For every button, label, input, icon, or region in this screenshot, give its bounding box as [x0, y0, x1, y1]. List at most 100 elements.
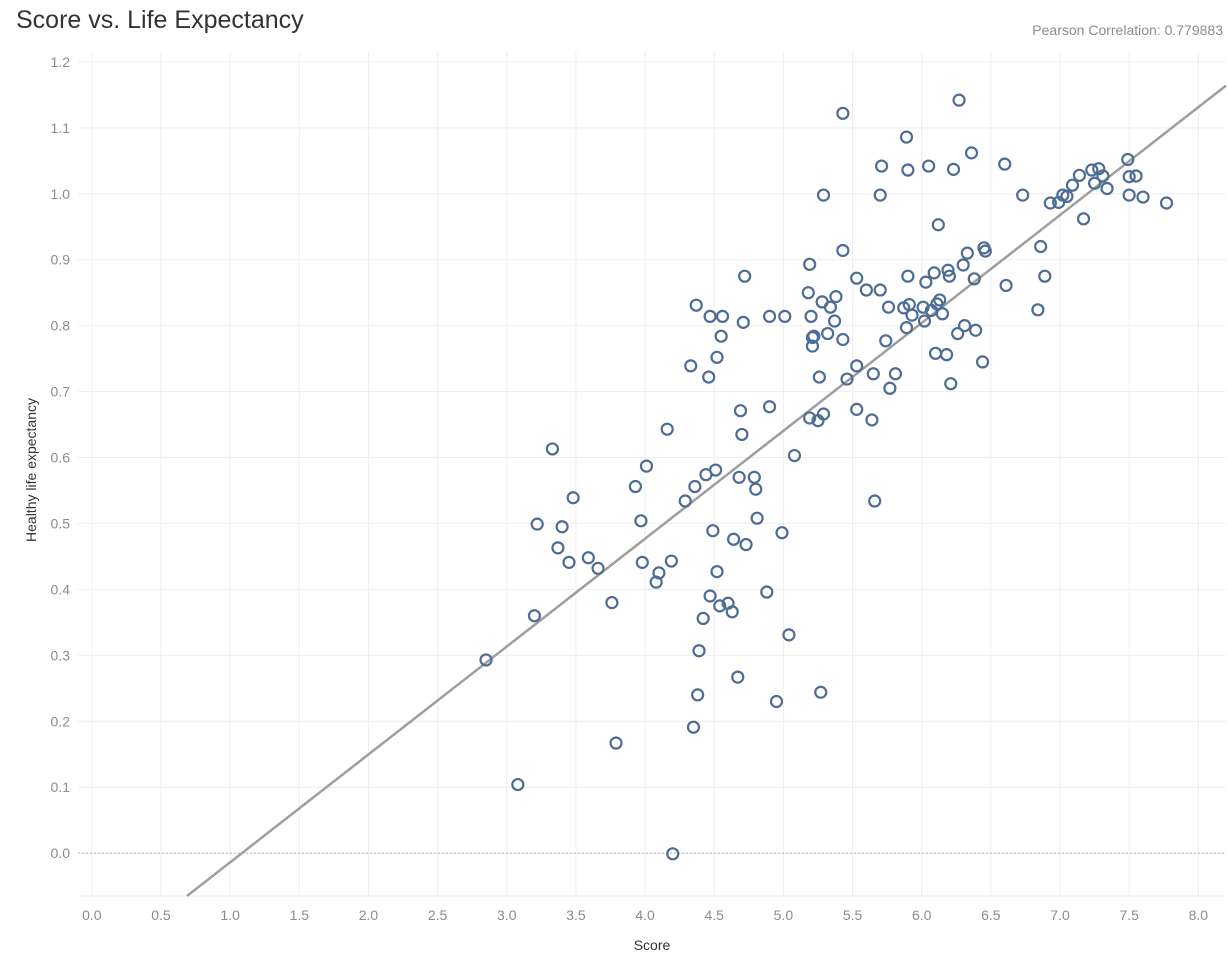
data-point-130[interactable]: [978, 244, 992, 258]
data-point-29[interactable]: [696, 611, 710, 626]
data-point-149[interactable]: [1121, 152, 1135, 167]
data-point-103[interactable]: [905, 308, 919, 322]
data-point-88[interactable]: [866, 367, 880, 381]
data-point-124[interactable]: [960, 246, 974, 260]
data-point-81[interactable]: [836, 106, 850, 120]
data-point-153[interactable]: [1136, 190, 1150, 204]
data-point-21[interactable]: [666, 847, 680, 861]
data-point-80[interactable]: [836, 332, 850, 347]
data-point-51[interactable]: [747, 470, 761, 484]
data-point-125[interactable]: [964, 146, 979, 160]
data-point-56[interactable]: [762, 309, 777, 324]
data-point-23[interactable]: [684, 359, 698, 373]
data-point-141[interactable]: [1065, 178, 1080, 192]
data-point-112[interactable]: [931, 218, 945, 232]
data-point-100[interactable]: [901, 269, 915, 283]
data-point-96[interactable]: [888, 367, 903, 381]
data-point-144[interactable]: [1085, 163, 1099, 177]
data-point-143[interactable]: [1076, 212, 1091, 226]
data-point-105[interactable]: [917, 314, 932, 328]
data-point-7[interactable]: [562, 555, 576, 569]
data-point-6[interactable]: [555, 520, 569, 534]
data-point-61[interactable]: [787, 448, 802, 463]
data-point-59[interactable]: [778, 309, 792, 324]
data-point-18[interactable]: [652, 566, 666, 580]
data-point-92[interactable]: [874, 159, 889, 173]
data-point-131[interactable]: [998, 157, 1012, 171]
data-point-60[interactable]: [782, 628, 796, 642]
data-point-44[interactable]: [731, 670, 745, 684]
data-point-62[interactable]: [801, 286, 815, 300]
data-point-24[interactable]: [686, 720, 701, 734]
data-point-140[interactable]: [1060, 189, 1074, 204]
data-point-58[interactable]: [775, 526, 789, 540]
data-point-4[interactable]: [545, 442, 560, 456]
data-point-31[interactable]: [702, 370, 716, 384]
data-point-89[interactable]: [868, 494, 882, 508]
data-point-5[interactable]: [551, 541, 565, 555]
data-point-83[interactable]: [850, 359, 864, 373]
data-point-39[interactable]: [714, 329, 728, 343]
data-point-64[interactable]: [803, 257, 817, 271]
data-point-104[interactable]: [916, 300, 930, 314]
data-point-154[interactable]: [1159, 196, 1174, 210]
data-point-13[interactable]: [628, 479, 643, 494]
data-point-36[interactable]: [710, 350, 724, 364]
data-point-147[interactable]: [1096, 169, 1110, 183]
data-point-53[interactable]: [750, 511, 764, 525]
data-point-115[interactable]: [940, 348, 954, 362]
data-point-52[interactable]: [749, 482, 763, 496]
data-point-22[interactable]: [678, 494, 692, 508]
data-point-49[interactable]: [738, 269, 752, 283]
data-point-78[interactable]: [829, 290, 843, 304]
data-point-10[interactable]: [591, 561, 605, 575]
data-point-86[interactable]: [859, 283, 873, 297]
data-point-133[interactable]: [1016, 188, 1030, 202]
data-point-67[interactable]: [805, 330, 820, 345]
data-point-27[interactable]: [691, 688, 705, 702]
data-point-90[interactable]: [873, 283, 887, 297]
data-point-85[interactable]: [850, 402, 864, 416]
data-point-2[interactable]: [527, 609, 542, 623]
data-point-99[interactable]: [899, 130, 914, 144]
data-point-28[interactable]: [692, 644, 706, 658]
data-point-93[interactable]: [879, 334, 893, 348]
data-point-94[interactable]: [881, 300, 896, 314]
data-point-26[interactable]: [689, 298, 703, 312]
data-point-135[interactable]: [1034, 239, 1048, 254]
data-point-73[interactable]: [816, 407, 831, 421]
data-point-110[interactable]: [928, 346, 943, 360]
data-point-101[interactable]: [901, 163, 915, 177]
data-point-142[interactable]: [1072, 168, 1086, 182]
data-point-152[interactable]: [1129, 169, 1143, 183]
data-point-127[interactable]: [969, 323, 983, 337]
data-point-12[interactable]: [609, 736, 623, 750]
data-point-117[interactable]: [942, 269, 956, 283]
data-point-20[interactable]: [664, 554, 678, 568]
data-point-63[interactable]: [803, 411, 817, 425]
data-point-118[interactable]: [944, 377, 958, 391]
data-point-123[interactable]: [957, 319, 972, 333]
data-point-75[interactable]: [821, 326, 835, 341]
data-point-74[interactable]: [816, 188, 831, 202]
data-point-65[interactable]: [804, 309, 818, 324]
data-point-126[interactable]: [967, 272, 981, 286]
data-point-122[interactable]: [956, 258, 970, 272]
data-point-57[interactable]: [769, 694, 784, 709]
data-point-121[interactable]: [952, 93, 966, 107]
data-point-107[interactable]: [922, 159, 936, 173]
data-point-32[interactable]: [703, 589, 717, 603]
data-point-87[interactable]: [865, 413, 879, 427]
data-point-150[interactable]: [1122, 188, 1136, 202]
data-point-42[interactable]: [725, 605, 739, 619]
data-point-116[interactable]: [941, 263, 955, 277]
data-point-70[interactable]: [812, 370, 826, 384]
data-point-45[interactable]: [732, 470, 746, 484]
data-point-1[interactable]: [511, 777, 525, 792]
data-point-3[interactable]: [530, 517, 544, 531]
data-point-109[interactable]: [927, 266, 941, 280]
data-point-77[interactable]: [827, 314, 842, 328]
data-point-148[interactable]: [1100, 181, 1114, 196]
data-point-68[interactable]: [807, 329, 821, 343]
data-point-134[interactable]: [1031, 303, 1045, 317]
